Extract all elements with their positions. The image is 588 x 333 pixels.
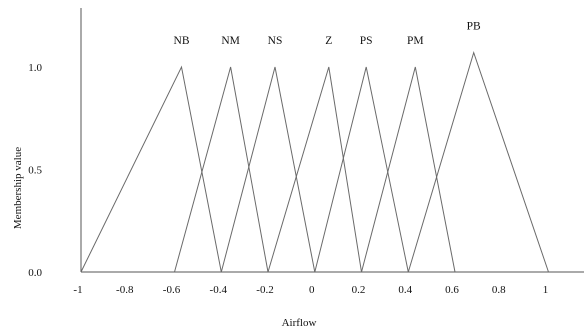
y-axis-title: Membership value [12, 147, 24, 229]
y-tick-label: 1.0 [28, 62, 42, 74]
y-tick-label: 0.0 [28, 267, 42, 279]
membership-functions [80, 50, 549, 273]
y-tick-labels: 0.0 0.5 1.0 [28, 62, 42, 279]
term-label-z: Z [325, 35, 332, 47]
term-label-nb: NB [174, 35, 190, 47]
term-label-ps: PS [360, 35, 373, 47]
term-label-pb: PB [467, 21, 481, 33]
x-tick-labels: -1 -0.8 -0.6 -0.4 -0.2 0 0.2 0.4 0.6 0.8 1 [73, 284, 548, 296]
x-tick-label: -0.2 [256, 284, 273, 296]
x-tick-label: 0.2 [352, 284, 366, 296]
membership-ns-line [220, 66, 316, 273]
term-label-nm: NM [221, 35, 240, 47]
membership-z-line [267, 66, 362, 273]
x-tick-label: -0.6 [163, 284, 181, 296]
y-tick-label: 0.5 [28, 165, 42, 177]
membership-pb-line [407, 50, 549, 273]
x-tick-label: 0.8 [492, 284, 506, 296]
x-tick-label: -0.4 [210, 284, 228, 296]
membership-nb-line [80, 65, 222, 273]
term-label-ns: NS [268, 35, 283, 47]
x-tick-label: -0.8 [116, 284, 134, 296]
membership-ps-line [314, 66, 409, 273]
x-tick-label: 1 [543, 284, 549, 296]
membership-nm-line [174, 66, 269, 273]
x-axis-title: Airflow [282, 317, 317, 329]
x-tick-label: 0.6 [445, 284, 459, 296]
term-label-pm: PM [407, 35, 424, 47]
axes [80, 8, 584, 273]
term-labels: NB NM NS Z PS PM PB [174, 21, 482, 47]
x-tick-label: 0.4 [398, 284, 412, 296]
membership-pm-line [361, 66, 456, 273]
x-tick-label: 0 [309, 284, 315, 296]
x-tick-label: -1 [73, 284, 82, 296]
